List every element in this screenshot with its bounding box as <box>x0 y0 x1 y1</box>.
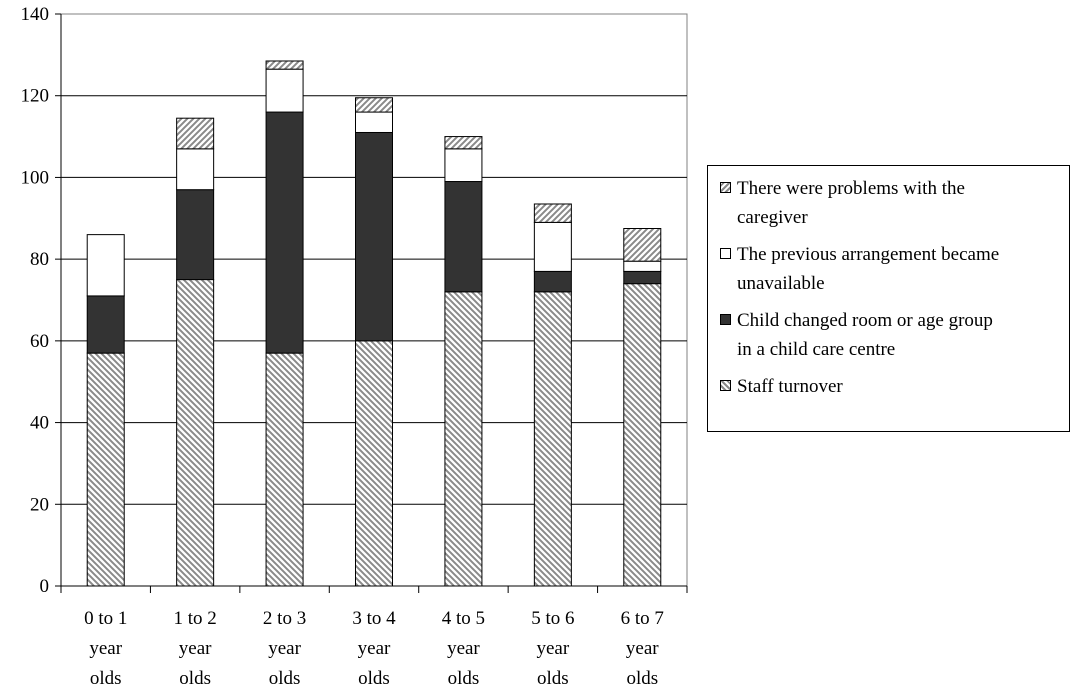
bar-segment <box>176 148 215 191</box>
x-category-label: year <box>89 638 122 659</box>
bar-stack <box>533 203 572 587</box>
bar-segment <box>355 111 393 133</box>
legend-item: There were problems with the caregiver <box>720 174 1065 232</box>
bar-segment <box>265 111 304 354</box>
bar-segment <box>623 270 662 285</box>
legend-label: unavailable <box>737 273 825 294</box>
x-category-label: olds <box>537 668 569 689</box>
bar-segment <box>86 352 125 587</box>
legend-swatch <box>720 182 731 193</box>
bar-stacks <box>86 60 662 587</box>
x-category-label: 6 to 7 <box>621 608 664 629</box>
bar-segment <box>533 221 572 272</box>
bar-segment <box>355 340 393 587</box>
bar-segment <box>176 279 215 587</box>
bar-segment <box>265 60 304 70</box>
y-tick-label: 140 <box>21 4 50 25</box>
legend-label: Child changed room or age group <box>737 310 993 331</box>
x-category-label: 1 to 2 <box>174 608 217 629</box>
y-tick-label: 100 <box>21 167 50 188</box>
bar-segment <box>444 181 483 293</box>
legend-label: The previous arrangement became <box>737 244 1000 265</box>
y-tick-label: 40 <box>30 413 49 434</box>
bar-stack <box>355 97 393 587</box>
x-category-label: olds <box>358 668 390 689</box>
axes <box>55 13 688 593</box>
bar-segment <box>86 234 125 297</box>
legend-label: in a child care centre <box>737 339 896 360</box>
x-category-label: year <box>179 638 212 659</box>
x-category-label: 0 to 1 <box>84 608 127 629</box>
bar-segment <box>533 203 572 223</box>
bar-segment <box>265 68 304 113</box>
legend-label: There were problems with the <box>737 178 965 199</box>
y-tick-label: 60 <box>30 331 49 352</box>
bar-segment <box>533 270 572 293</box>
bar-segment <box>355 131 393 342</box>
bar-segment <box>355 97 393 113</box>
x-category-label: year <box>358 638 391 659</box>
legend-item: Child changed room or age group in a chil… <box>720 306 1065 364</box>
legend-label: Staff turnover <box>737 376 843 397</box>
x-category-label: 3 to 4 <box>352 608 396 629</box>
x-category-label: olds <box>448 668 480 689</box>
bar-segment <box>623 260 662 272</box>
x-category-label: olds <box>269 668 301 689</box>
y-axis-tick-labels: 0 20 40 60 80 100 120 140 <box>21 4 50 597</box>
x-axis-category-labels: 0 to 1 year olds 1 to 2 year olds 2 to 3 year ol… <box>84 608 664 689</box>
legend-item: The previous arrangement became unavailab… <box>720 240 1065 298</box>
bar-segment <box>623 228 662 262</box>
bar-stack <box>265 60 304 587</box>
legend-item: Staff turnover <box>720 372 1065 401</box>
legend-swatch <box>720 314 731 325</box>
x-category-label: 2 to 3 <box>263 608 306 629</box>
y-tick-label: 0 <box>40 576 50 597</box>
x-category-label: year <box>268 638 301 659</box>
x-category-label: olds <box>626 668 658 689</box>
bar-segment <box>444 148 483 183</box>
x-category-label: year <box>537 638 570 659</box>
bar-segment <box>176 189 215 281</box>
bar-segment <box>176 117 215 150</box>
bar-segment <box>444 136 483 150</box>
bar-stack <box>444 136 483 587</box>
bar-stack <box>623 228 662 587</box>
bar-segment <box>444 291 483 587</box>
bar-segment <box>533 291 572 587</box>
chart-legend: There were problems with the caregiver The… <box>707 165 1070 432</box>
bar-segment <box>623 283 662 587</box>
y-tick-label: 120 <box>21 86 50 107</box>
x-category-label: olds <box>90 668 122 689</box>
y-tick-label: 20 <box>30 494 49 515</box>
bar-stack <box>86 234 125 587</box>
y-tick-label: 80 <box>30 249 49 270</box>
x-category-label: year <box>626 638 659 659</box>
x-category-label: olds <box>179 668 211 689</box>
x-category-label: 4 to 5 <box>442 608 485 629</box>
bar-segment <box>86 295 125 354</box>
bar-stack <box>176 117 215 587</box>
bar-segment <box>265 352 304 587</box>
x-category-label: 5 to 6 <box>531 608 574 629</box>
x-category-label: year <box>447 638 480 659</box>
legend-swatch <box>720 380 731 391</box>
legend-label: caregiver <box>737 207 808 228</box>
legend-swatch <box>720 248 731 259</box>
